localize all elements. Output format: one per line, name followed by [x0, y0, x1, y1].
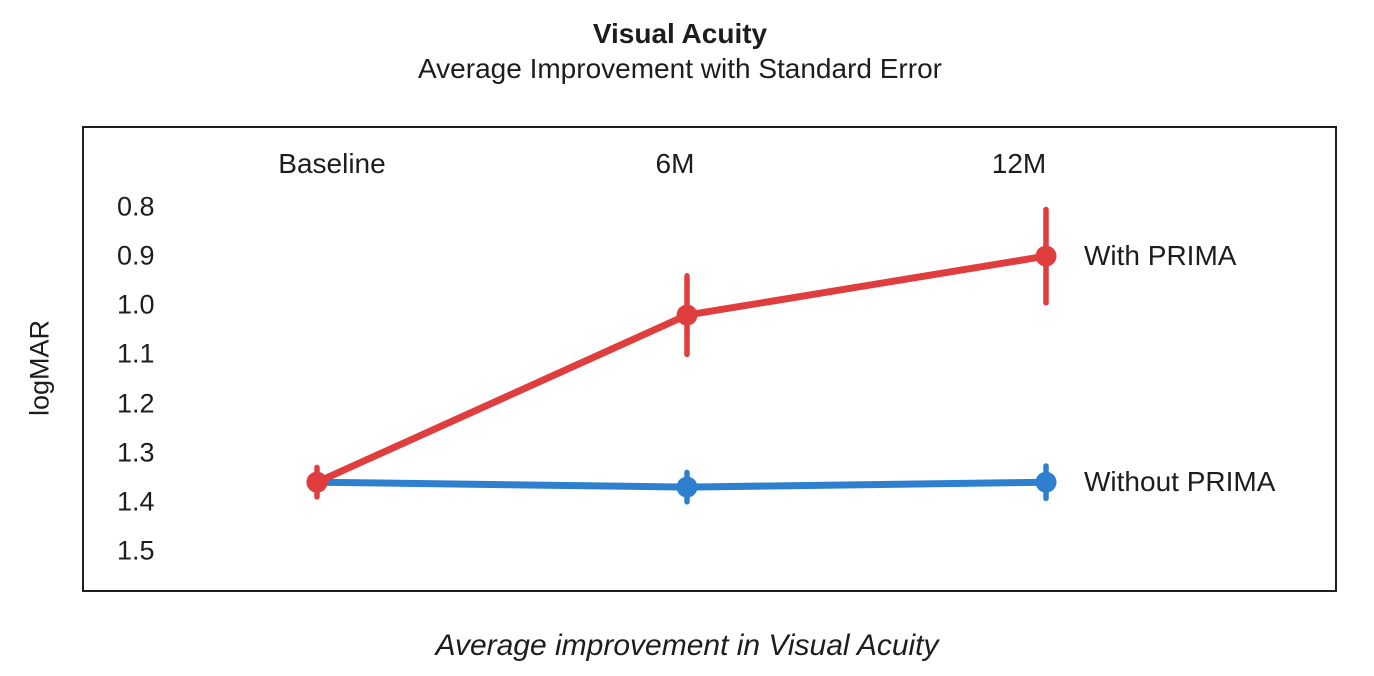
- data-point-marker: [676, 476, 698, 498]
- y-tick-label: 1.5: [117, 535, 155, 566]
- x-category-label-baseline: Baseline: [278, 148, 386, 179]
- chart-header: Visual Acuity Average Improvement with S…: [0, 17, 1360, 86]
- chart-caption: Average improvement in Visual Acuity: [435, 629, 939, 662]
- y-axis-label: logMAR: [24, 319, 55, 417]
- y-tick-label: 1.0: [117, 289, 155, 320]
- plot-area: 0.8 0.9 1.0 1.1 1.2 1.3 1.4 1.5 Baseline 6M 12M: [82, 126, 1337, 592]
- y-tick-label: 0.8: [117, 191, 155, 222]
- chart-title: Visual Acuity: [592, 18, 768, 49]
- y-tick-label: 1.3: [117, 437, 155, 468]
- y-tick-label: 1.2: [117, 388, 155, 419]
- x-category-label-6m: 6M: [655, 148, 695, 179]
- data-point-marker: [676, 304, 698, 326]
- x-category-label-12m: 12M: [991, 148, 1047, 179]
- data-point-marker: [306, 471, 328, 493]
- y-tick-label: 1.1: [117, 338, 155, 369]
- data-point-marker: [1035, 245, 1057, 267]
- series-label-without-prima: Without PRIMA: [1084, 466, 1276, 498]
- data-point-marker: [1035, 471, 1057, 493]
- y-tick-label: 1.4: [117, 486, 155, 517]
- series-line-with-prima: [313, 252, 1050, 486]
- y-tick-label: 0.9: [117, 240, 155, 271]
- series-label-with-prima: With PRIMA: [1084, 240, 1237, 272]
- chart-canvas: [306, 206, 1057, 505]
- chart-subtitle: Average Improvement with Standard Error: [418, 52, 942, 84]
